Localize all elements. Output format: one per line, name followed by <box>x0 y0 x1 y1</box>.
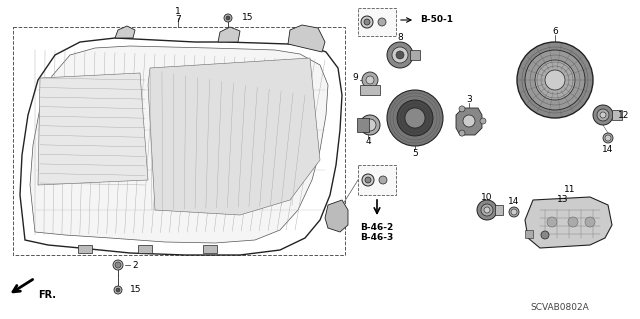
Circle shape <box>597 109 609 121</box>
Polygon shape <box>115 26 135 38</box>
Circle shape <box>509 207 519 217</box>
Bar <box>358 8 396 36</box>
Polygon shape <box>456 108 482 135</box>
Circle shape <box>396 51 404 59</box>
Bar <box>612 110 622 120</box>
Circle shape <box>480 118 486 124</box>
Circle shape <box>600 112 606 118</box>
Circle shape <box>585 217 595 227</box>
Circle shape <box>365 177 371 183</box>
Circle shape <box>603 133 613 143</box>
Polygon shape <box>38 73 148 185</box>
Circle shape <box>379 176 387 184</box>
Circle shape <box>387 90 443 146</box>
Text: 3: 3 <box>466 95 472 105</box>
Bar <box>203 245 217 253</box>
Circle shape <box>116 288 120 292</box>
Circle shape <box>405 108 425 128</box>
Circle shape <box>593 105 613 125</box>
Circle shape <box>226 16 230 20</box>
Polygon shape <box>525 197 612 248</box>
Text: 15: 15 <box>242 13 253 23</box>
Circle shape <box>535 60 575 100</box>
Polygon shape <box>325 200 348 232</box>
Circle shape <box>459 106 465 112</box>
Circle shape <box>362 72 378 88</box>
Circle shape <box>364 119 376 131</box>
Bar <box>138 245 152 253</box>
Circle shape <box>397 100 433 136</box>
Circle shape <box>484 207 490 213</box>
Polygon shape <box>30 46 328 243</box>
Circle shape <box>541 231 549 239</box>
Circle shape <box>547 217 557 227</box>
Circle shape <box>224 14 232 22</box>
Polygon shape <box>218 27 240 42</box>
Circle shape <box>114 286 122 294</box>
Bar <box>495 205 503 215</box>
Bar <box>357 118 369 132</box>
Polygon shape <box>148 58 320 215</box>
Circle shape <box>113 260 123 270</box>
Polygon shape <box>288 25 325 52</box>
Circle shape <box>387 42 413 68</box>
Circle shape <box>378 18 386 26</box>
Text: 4: 4 <box>365 137 371 146</box>
Circle shape <box>481 204 493 216</box>
Bar <box>358 165 396 195</box>
Text: FR.: FR. <box>38 290 56 300</box>
Text: 14: 14 <box>508 197 520 206</box>
Text: 14: 14 <box>602 145 614 154</box>
Circle shape <box>392 47 408 63</box>
Circle shape <box>605 135 611 141</box>
Text: 12: 12 <box>618 110 629 120</box>
Text: 5: 5 <box>412 149 418 158</box>
Circle shape <box>568 217 578 227</box>
Text: 2: 2 <box>132 261 138 270</box>
Text: 10: 10 <box>481 192 493 202</box>
Circle shape <box>517 42 593 118</box>
Bar <box>410 50 420 60</box>
Bar <box>360 85 380 95</box>
Circle shape <box>463 115 475 127</box>
Text: 1: 1 <box>175 8 181 17</box>
Text: B-46-3: B-46-3 <box>360 234 394 242</box>
Circle shape <box>362 174 374 186</box>
Bar <box>525 230 533 238</box>
Text: B-50-1: B-50-1 <box>420 16 453 25</box>
Text: 11: 11 <box>564 186 576 195</box>
Text: 8: 8 <box>397 33 403 42</box>
Text: 13: 13 <box>557 196 569 204</box>
Circle shape <box>459 130 465 136</box>
Circle shape <box>115 262 121 268</box>
Circle shape <box>545 70 565 90</box>
Circle shape <box>366 76 374 84</box>
Circle shape <box>360 115 380 135</box>
Text: 9: 9 <box>352 73 358 83</box>
Text: SCVAB0802A: SCVAB0802A <box>531 303 589 313</box>
Text: B-46-2: B-46-2 <box>360 224 394 233</box>
Circle shape <box>364 19 370 25</box>
Text: 6: 6 <box>552 27 558 36</box>
Circle shape <box>511 209 517 215</box>
Text: 15: 15 <box>130 286 141 294</box>
Circle shape <box>361 16 373 28</box>
Text: 7: 7 <box>175 16 181 25</box>
Circle shape <box>477 200 497 220</box>
Circle shape <box>525 50 585 110</box>
Bar <box>78 245 92 253</box>
